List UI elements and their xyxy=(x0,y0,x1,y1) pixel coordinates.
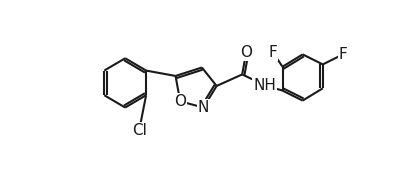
Text: O: O xyxy=(240,45,252,60)
Text: Cl: Cl xyxy=(132,123,146,138)
Text: O: O xyxy=(174,94,186,109)
Text: NH: NH xyxy=(253,78,276,93)
Text: F: F xyxy=(338,47,347,62)
Text: N: N xyxy=(198,100,209,115)
Text: F: F xyxy=(269,45,278,60)
